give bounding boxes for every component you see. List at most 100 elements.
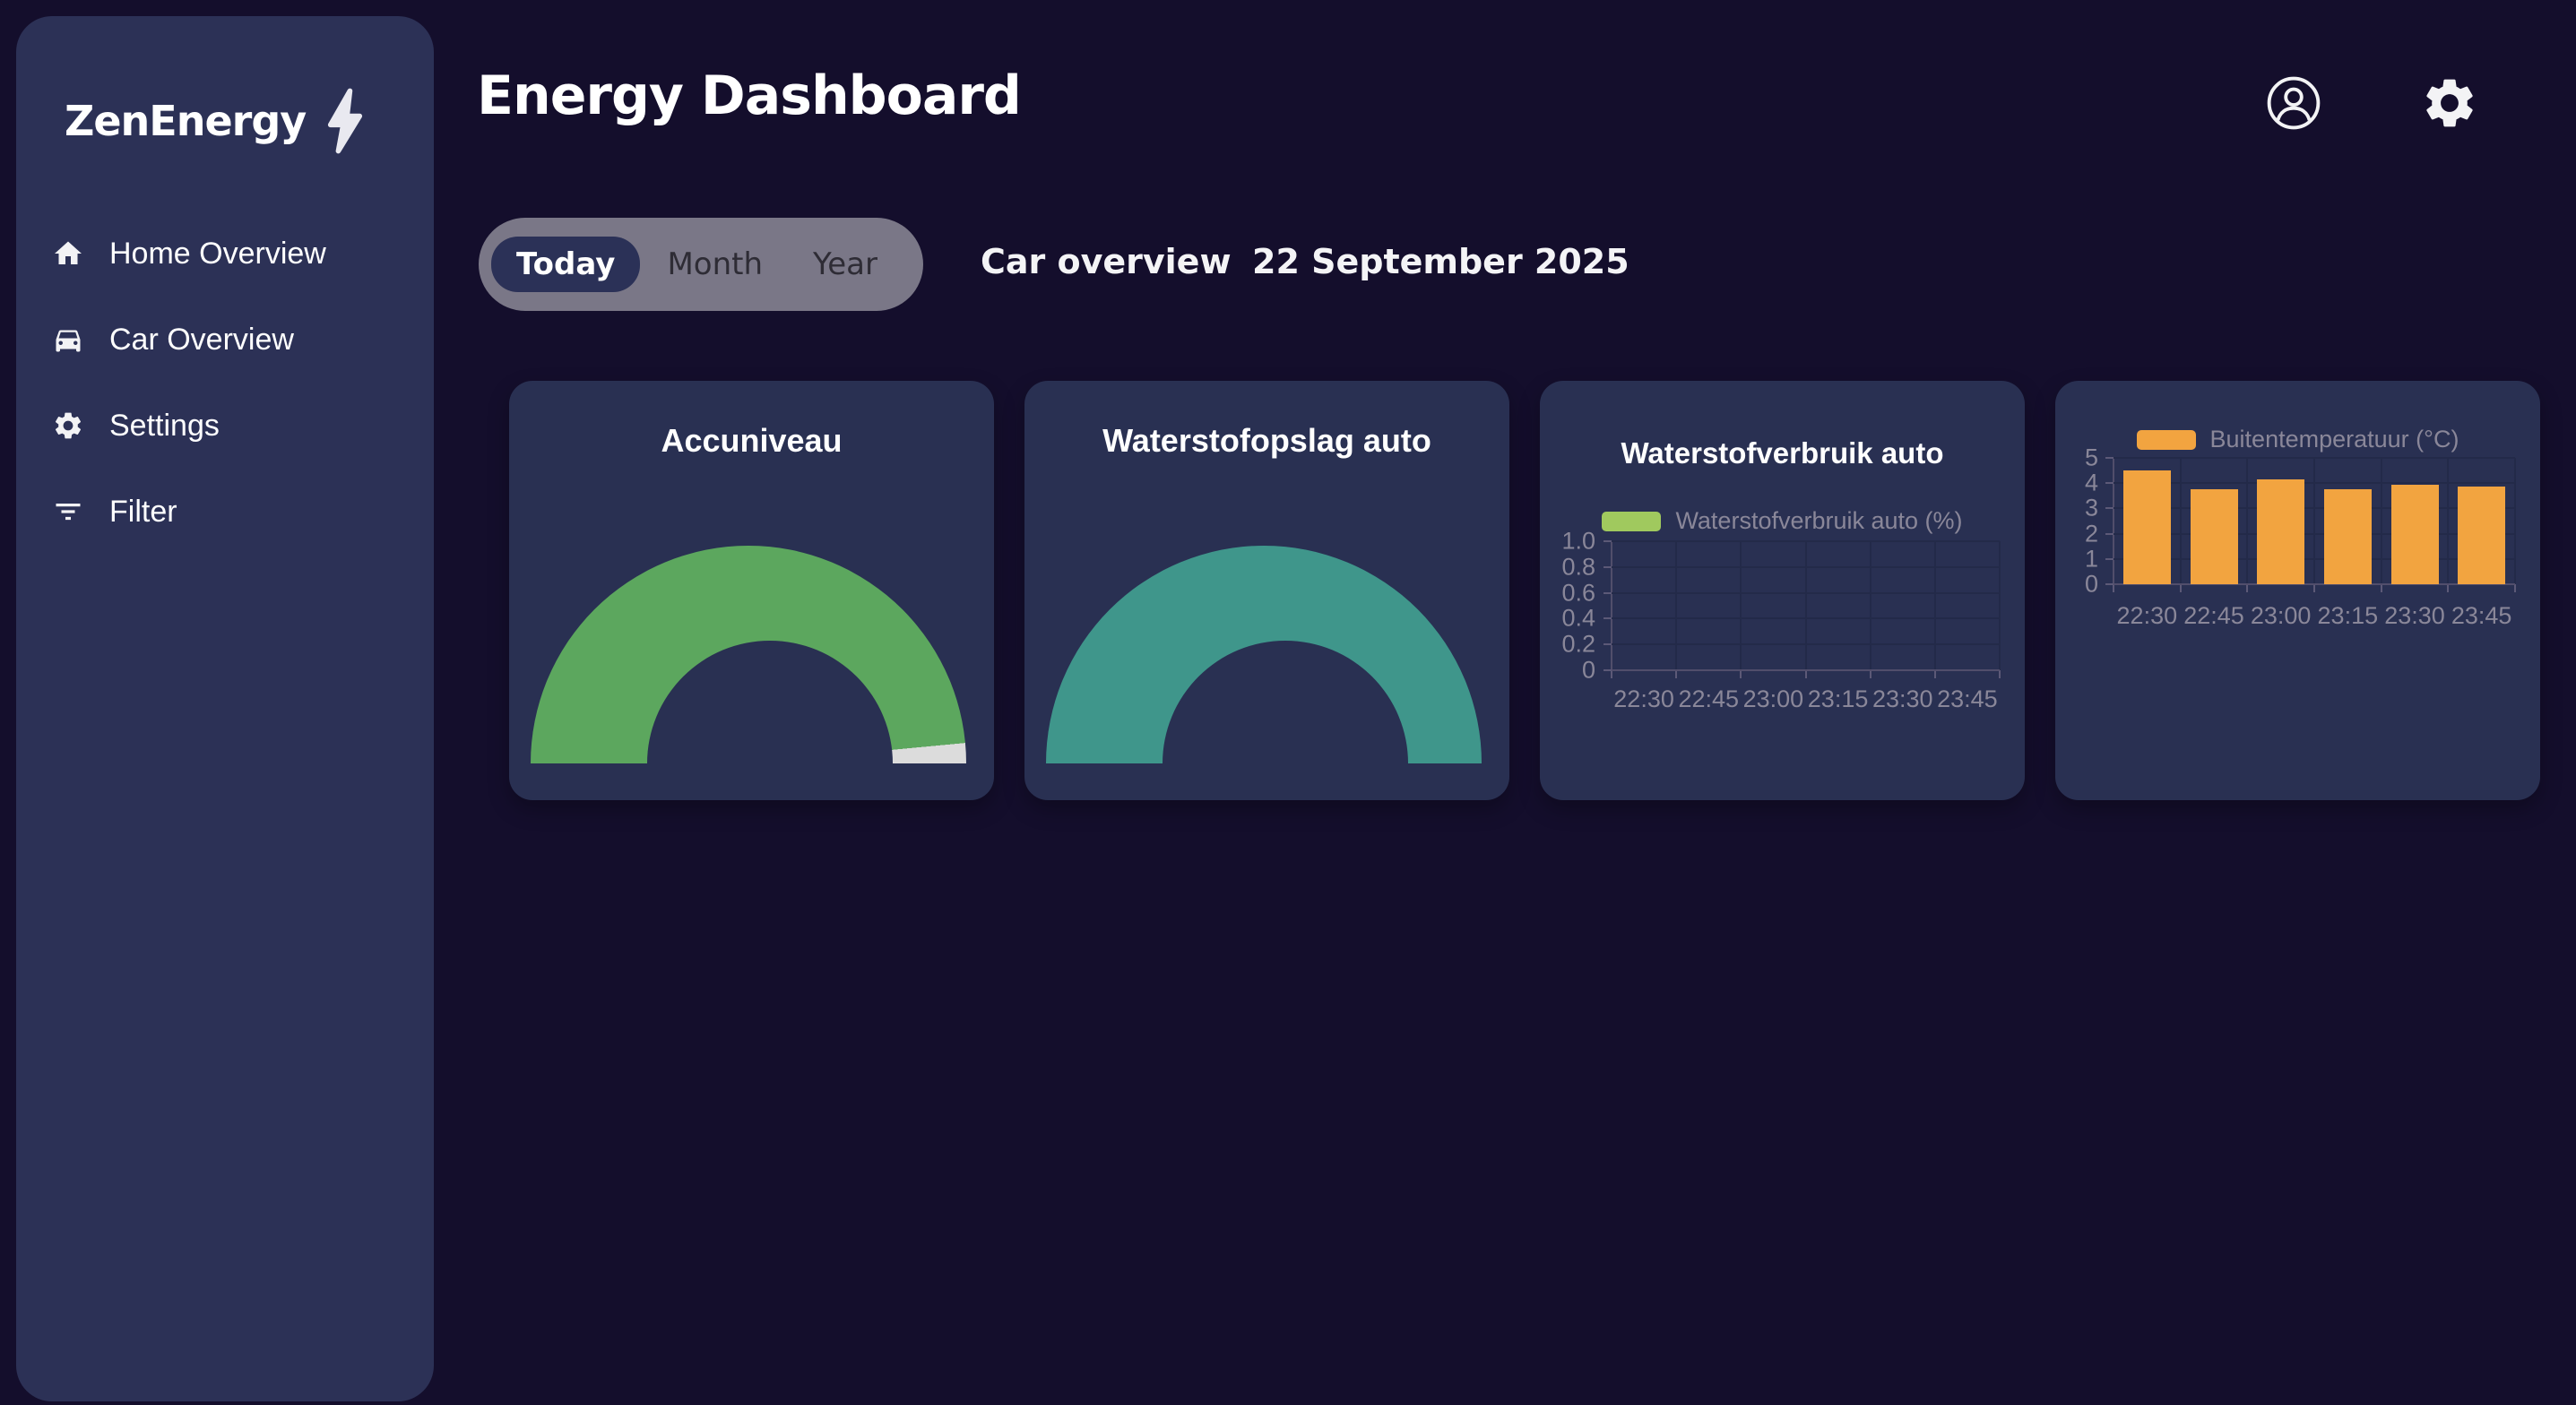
y-axis-tick-mark (2105, 583, 2114, 585)
gridline-horizontal (2114, 557, 2515, 560)
bar-23:15 (2323, 489, 2372, 584)
y-axis-tick-mark (2105, 557, 2114, 560)
gridline-horizontal (2114, 532, 2515, 535)
gridline-horizontal (1612, 540, 2000, 542)
x-axis-tick-mark (2246, 584, 2249, 592)
y-axis-tick-label: 0.2 (1561, 630, 1595, 658)
y-axis-tick-label: 0.8 (1561, 553, 1595, 581)
toggle-option-year[interactable]: Year (813, 246, 877, 282)
sidebar-nav: Home Overview Car Overview Settings Filter (16, 222, 434, 566)
gridline-vertical (1869, 541, 1871, 670)
sidebar-item-label: Home Overview (109, 236, 326, 271)
bar-chart-x-axis: 22:30 22:45 23:00 23:15 23:30 23:45 (2114, 602, 2515, 629)
x-axis-tick-label: 23:30 (2384, 602, 2445, 629)
x-axis-tick-mark (1675, 670, 1678, 678)
filter-icon (52, 496, 84, 528)
y-axis-tick-label: 4 (2084, 469, 2098, 496)
line-chart-x-axis: 22:30 22:45 23:00 23:15 23:30 23:45 (1612, 685, 2000, 712)
x-axis-tick-mark (1804, 670, 1807, 678)
gridline-vertical (2380, 458, 2382, 584)
car-icon (52, 323, 84, 356)
gridline-vertical (2447, 458, 2450, 584)
gridline-horizontal (2114, 583, 2515, 585)
gridline-horizontal (2114, 507, 2515, 510)
y-axis-tick-mark (2105, 457, 2114, 459)
y-axis-tick-label: 0.4 (1561, 604, 1595, 632)
x-axis-tick-label: 22:30 (2116, 602, 2178, 629)
x-axis-tick-label: 23:45 (2451, 602, 2512, 629)
gridline-horizontal (2114, 457, 2515, 459)
y-axis-tick-label: 2 (2084, 520, 2098, 547)
lightning-bolt-icon (322, 88, 368, 154)
profile-icon[interactable] (2266, 75, 2321, 131)
gridline-vertical (1999, 541, 2001, 670)
settings-gear-icon[interactable] (2420, 73, 2479, 133)
date-label: 22 September 2025 (1252, 242, 1629, 281)
gridline-vertical (2113, 458, 2114, 584)
card-title: Waterstofopslag auto (1102, 422, 1431, 459)
y-axis-tick-label: 1.0 (1561, 527, 1595, 555)
y-axis-tick-mark (2105, 482, 2114, 485)
y-axis-tick-label: 1 (2084, 545, 2098, 573)
gear-icon (52, 409, 84, 442)
logo: ZenEnergy (65, 88, 368, 154)
legend-swatch (1602, 511, 1662, 531)
y-axis-tick-mark (1604, 669, 1612, 671)
legend-swatch (2136, 429, 2196, 450)
gridline-horizontal (1612, 617, 2000, 620)
bar-23:30 (2390, 484, 2439, 584)
x-axis-tick-mark (2179, 584, 2182, 592)
bar-chart-legend: Buitentemperatuur (°C) (2055, 426, 2540, 453)
sidebar-item-home-overview[interactable]: Home Overview (16, 222, 434, 285)
gridline-vertical (2514, 458, 2516, 584)
x-axis-tick-mark (2514, 584, 2516, 592)
gridline-horizontal (2114, 482, 2515, 485)
accuniveau-gauge (531, 546, 966, 763)
y-axis-tick-label: 0 (1581, 656, 1595, 684)
gridline-vertical (2246, 458, 2249, 584)
bar-22:45 (2190, 489, 2238, 584)
x-axis-tick-mark (1933, 670, 1936, 678)
cards-row: Accuniveau Waterstofopslag auto Watersto… (509, 381, 2540, 800)
x-axis-tick-label: 23:15 (1807, 685, 1869, 712)
bar-23:00 (2257, 478, 2305, 584)
x-axis-tick-label: 23:00 (1742, 685, 1804, 712)
x-axis-tick-label: 23:45 (1937, 685, 1998, 712)
x-axis-tick-mark (1869, 670, 1871, 678)
x-axis-tick-label: 22:45 (2183, 602, 2244, 629)
bar-22:30 (2122, 470, 2171, 584)
sidebar-item-label: Settings (109, 408, 220, 443)
y-axis-tick-mark (1604, 540, 1612, 542)
gridline-vertical (1675, 541, 1678, 670)
x-axis-tick-mark (2313, 584, 2315, 592)
toggle-option-month[interactable]: Month (667, 246, 764, 282)
gridline-vertical (2313, 458, 2315, 584)
y-axis-tick-mark (1604, 565, 1612, 568)
y-axis-tick-label: 3 (2084, 494, 2098, 521)
toggle-option-today[interactable]: Today (491, 237, 641, 292)
gridline-vertical (1740, 541, 1742, 670)
gridline-horizontal (1612, 591, 2000, 594)
sidebar: ZenEnergy Home Overview Car Overview Setti… (16, 16, 434, 1401)
sidebar-item-settings[interactable]: Settings (16, 394, 434, 457)
section-label: Car overview (981, 242, 1232, 281)
logo-text: ZenEnergy (65, 97, 307, 145)
x-axis-tick-mark (2447, 584, 2450, 592)
gridline-horizontal (1612, 643, 2000, 646)
line-chart-plot (1604, 540, 2001, 678)
sidebar-item-label: Filter (109, 494, 177, 529)
sidebar-item-car-overview[interactable]: Car Overview (16, 308, 434, 371)
x-axis-tick-label: 23:15 (2317, 602, 2379, 629)
x-axis-tick-label: 22:45 (1678, 685, 1740, 712)
page-title: Energy Dashboard (477, 65, 1022, 127)
x-axis-tick-mark (2113, 584, 2114, 592)
y-axis-tick-mark (1604, 591, 1612, 594)
gridline-horizontal (1612, 669, 2000, 671)
sidebar-item-filter[interactable]: Filter (16, 480, 434, 543)
sidebar-item-label: Car Overview (109, 322, 294, 357)
y-axis-tick-mark (1604, 617, 1612, 620)
time-range-toggle: Today Month Year (479, 218, 923, 311)
